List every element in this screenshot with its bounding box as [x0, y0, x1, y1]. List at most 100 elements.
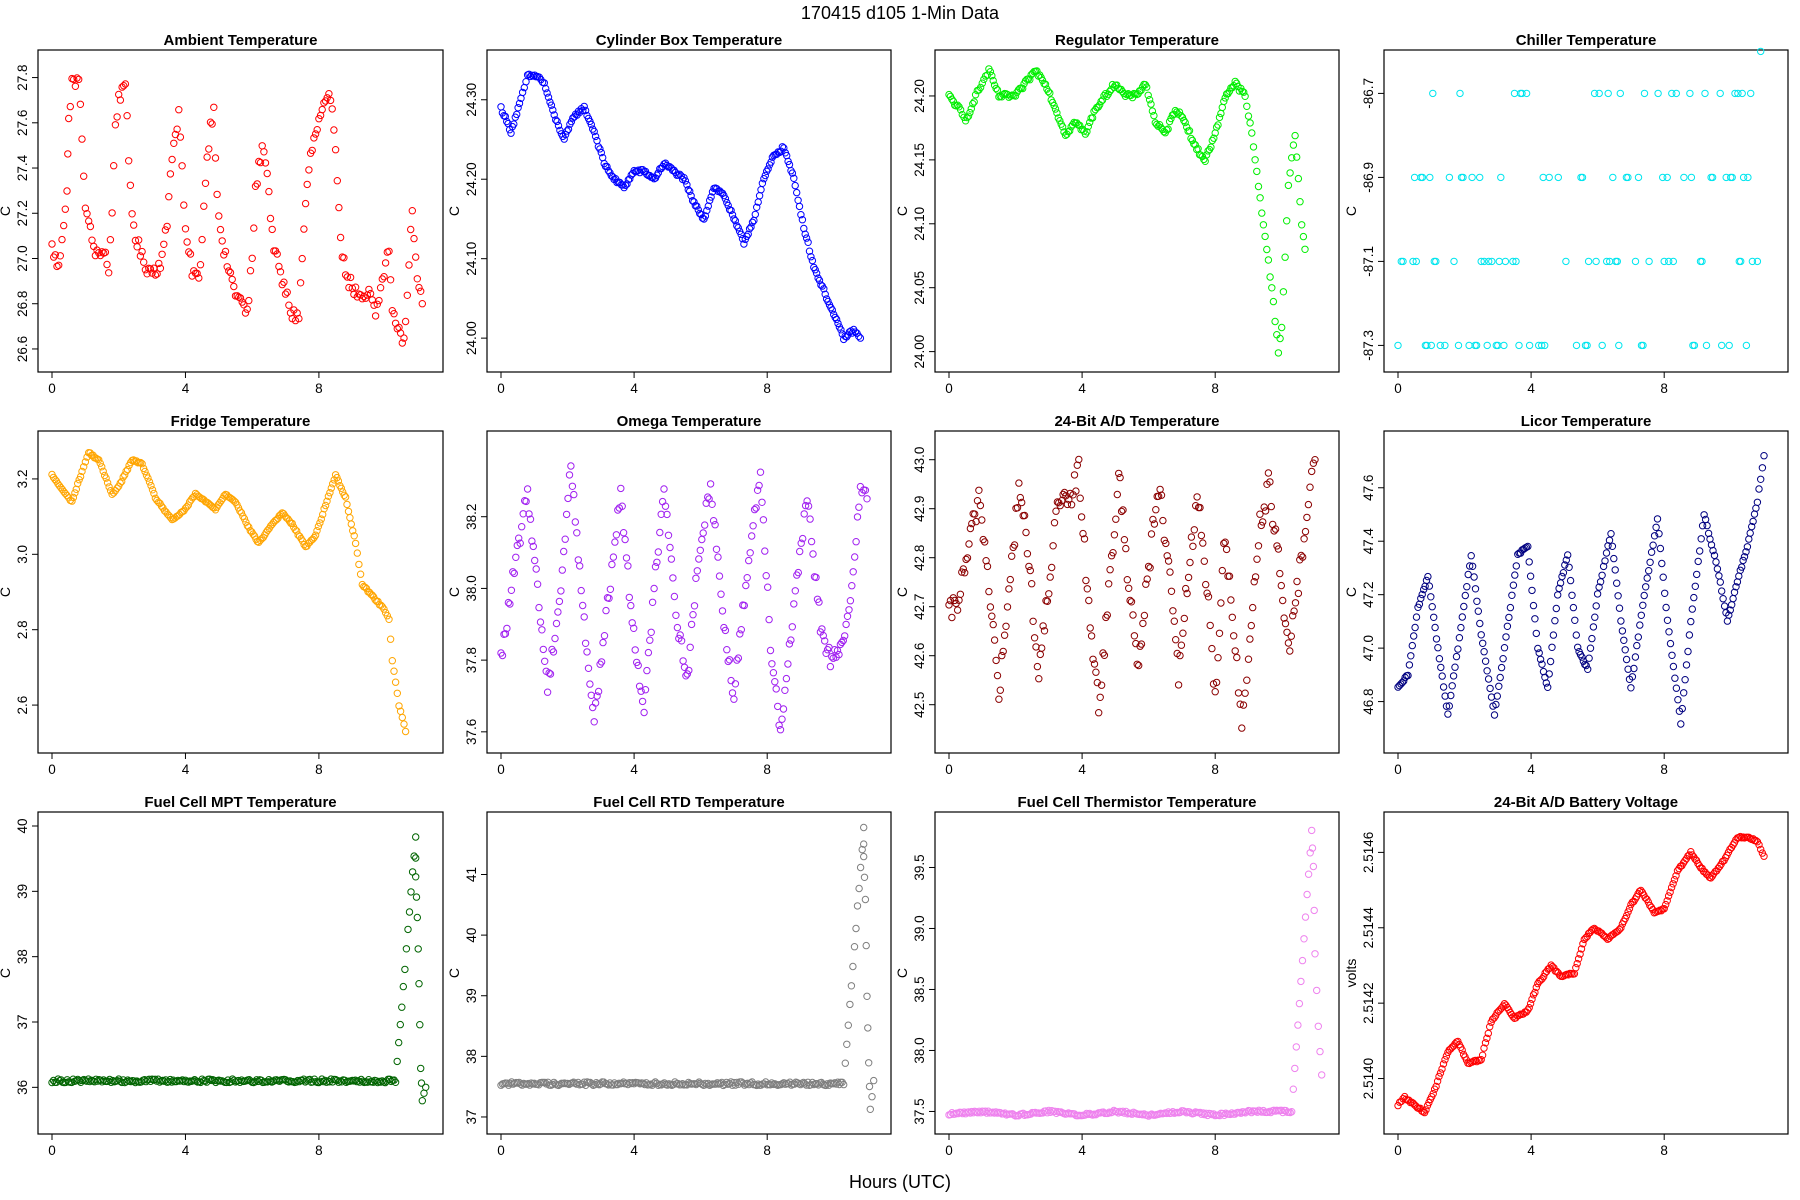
y-tick-label: 39.0: [912, 915, 927, 941]
data-point: [1492, 341, 1501, 350]
data-point: [1002, 622, 1010, 630]
data-point: [198, 235, 206, 244]
data-point: [1698, 257, 1706, 266]
data-point: [391, 1078, 400, 1087]
data-point: [503, 117, 511, 126]
data-point: [999, 647, 1007, 656]
data-point: [1289, 141, 1298, 149]
data-point: [330, 126, 338, 134]
data-point: [1613, 579, 1621, 587]
data-point: [245, 296, 253, 305]
data-point: [756, 468, 765, 476]
data-point: [80, 172, 88, 180]
data-point: [787, 636, 795, 644]
data-point: [1444, 710, 1452, 718]
data-point: [1005, 585, 1013, 593]
data-point: [208, 120, 216, 128]
data-point: [717, 590, 725, 598]
data-point: [1256, 194, 1264, 202]
data-point: [78, 135, 86, 143]
data-point: [1025, 562, 1033, 571]
data-point: [1568, 591, 1576, 599]
data-point: [552, 116, 560, 124]
data-point: [1256, 510, 1264, 518]
data-point: [802, 234, 811, 242]
data-series: [945, 455, 1319, 732]
data-point: [1497, 663, 1506, 672]
data-series: [1394, 832, 1768, 1117]
x-tick-label: 4: [1527, 1143, 1535, 1158]
data-point: [1577, 173, 1585, 182]
data-point: [797, 539, 805, 547]
data-point: [1624, 908, 1632, 916]
data-point: [99, 467, 107, 475]
data-point: [1006, 92, 1015, 100]
data-point: [1422, 576, 1431, 585]
data-point: [1634, 633, 1643, 641]
data-point: [1259, 518, 1267, 526]
data-point: [1455, 634, 1464, 642]
data-point: [1691, 582, 1700, 590]
data-point: [88, 236, 96, 244]
data-point: [310, 134, 318, 142]
data-point: [1410, 632, 1418, 640]
data-point: [963, 554, 972, 562]
data-point: [1233, 653, 1241, 662]
plot-frame: [486, 49, 892, 373]
data-point: [795, 202, 804, 211]
data-point: [283, 288, 291, 296]
data-point: [1438, 1065, 1446, 1073]
data-point: [801, 230, 809, 238]
y-axis-label: C: [894, 968, 910, 978]
y-tick-label: 47.0: [1361, 635, 1376, 661]
data-point: [1458, 613, 1467, 621]
data-point: [1100, 92, 1108, 100]
data-point: [746, 549, 754, 557]
y-axis-label: C: [446, 968, 462, 978]
data-point: [1682, 661, 1691, 669]
data-point: [516, 539, 524, 547]
data-point: [1472, 341, 1481, 350]
data-point: [240, 515, 249, 523]
y-tick-label: 24.20: [464, 162, 479, 196]
data-point: [1113, 490, 1122, 499]
data-point: [1516, 89, 1525, 98]
data-point: [855, 332, 863, 340]
data-point: [398, 713, 406, 722]
data-point: [1096, 693, 1104, 701]
data-point: [1189, 542, 1197, 550]
data-point: [1122, 544, 1130, 553]
data-point: [507, 586, 516, 594]
data-point: [824, 297, 832, 306]
data-point: [608, 560, 616, 569]
data-point: [1144, 91, 1152, 100]
data-point: [506, 600, 514, 608]
data-point: [378, 275, 386, 283]
data-point: [1640, 591, 1648, 600]
data-point: [398, 1003, 406, 1011]
data-point: [861, 486, 870, 494]
data-point: [1139, 619, 1147, 628]
data-point: [1445, 702, 1454, 710]
data-point: [1422, 1106, 1430, 1114]
data-point: [621, 181, 630, 190]
data-point: [860, 852, 868, 861]
data-point: [150, 489, 158, 498]
data-point: [138, 247, 146, 256]
data-point: [835, 650, 843, 659]
data-point: [1092, 668, 1100, 676]
data-point: [1476, 173, 1484, 182]
data-point: [981, 538, 989, 546]
data-point: [60, 221, 68, 230]
y-tick-label: 41: [464, 867, 479, 882]
data-point: [1667, 883, 1676, 892]
plot-frame: [37, 430, 444, 754]
data-point: [614, 506, 622, 514]
data-point: [1050, 519, 1059, 527]
data-point: [1420, 585, 1428, 594]
data-point: [1010, 541, 1019, 549]
y-tick-label: 24.20: [912, 79, 927, 113]
data-point: [643, 666, 651, 675]
data-point: [1480, 1044, 1488, 1052]
data-point: [1564, 551, 1572, 559]
